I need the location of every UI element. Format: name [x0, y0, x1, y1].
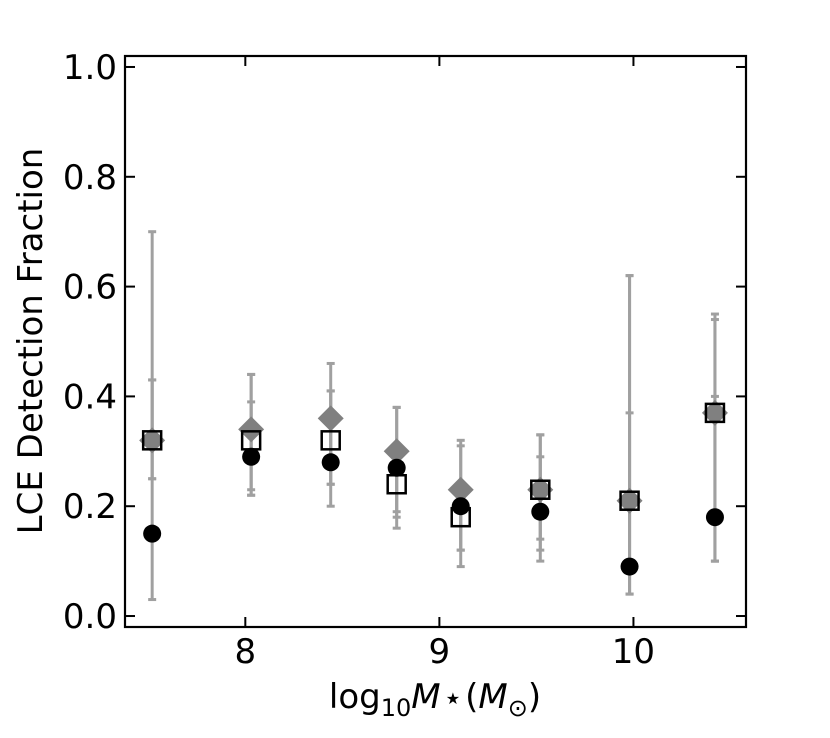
y-tick-label: 0.4: [63, 377, 117, 417]
data-point-diamond: [238, 416, 265, 443]
data-point-circle: [143, 524, 162, 543]
y-tick-label: 0.6: [63, 268, 117, 308]
y-tick-label: 1.0: [63, 48, 117, 88]
data-point-circle: [321, 453, 340, 472]
x-tick-label: 9: [429, 632, 451, 672]
x-tick-label: 10: [612, 632, 655, 672]
data-point-circle: [387, 458, 406, 477]
y-tick-label: 0.8: [63, 158, 117, 198]
data-point-diamond: [616, 487, 643, 514]
data-point-diamond: [447, 476, 474, 503]
data-point-square: [141, 430, 163, 451]
y-tick-label: 0.0: [63, 597, 117, 637]
y-tick-label: 0.2: [63, 487, 117, 527]
y-axis-label: LCE Detection Fraction: [11, 148, 51, 535]
data-point-diamond: [139, 427, 166, 454]
data-point-circle: [620, 557, 639, 576]
data-point-diamond: [383, 438, 410, 465]
data-point-circle: [242, 447, 261, 466]
x-tick-label: 8: [234, 632, 256, 672]
x-axis-label: log10M ★ (M⊙): [329, 677, 541, 722]
data-point-square: [320, 430, 341, 451]
data-point-diamond: [701, 399, 728, 426]
tick-layer: 0.0 0.2 0.4 0.6 0.8 1.0 8 9 10: [63, 48, 746, 672]
data-point-circle: [705, 508, 724, 527]
data-point-circle: [531, 502, 550, 521]
data-point-diamond: [317, 405, 344, 432]
data-point-circle: [451, 497, 470, 516]
data-point-square: [704, 402, 726, 424]
data-point-square: [619, 490, 640, 511]
plot-frame: [123, 54, 748, 629]
errorbar-layer: [148, 230, 719, 602]
data-point-diamond: [527, 476, 554, 503]
data-point-square: [530, 479, 551, 500]
marker-layer: [139, 399, 728, 576]
